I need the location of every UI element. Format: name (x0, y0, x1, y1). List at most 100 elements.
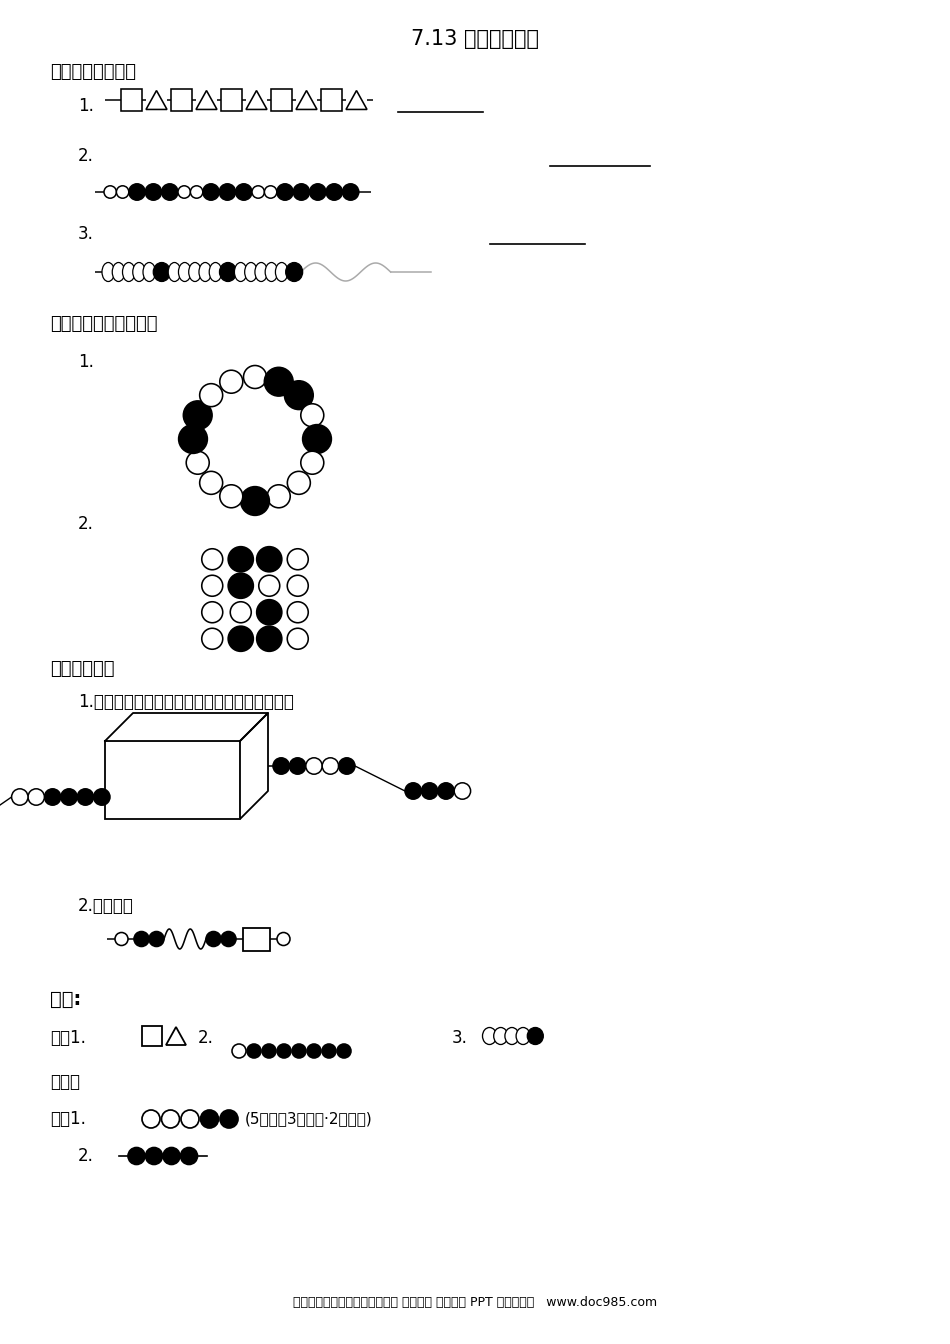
Ellipse shape (133, 262, 145, 281)
Circle shape (287, 548, 308, 570)
Circle shape (221, 931, 236, 946)
Circle shape (301, 403, 324, 427)
Text: 小学、初中、高中各种试卷真题 知识归纳 文案合同 PPT 等免费下载   www.doc985.com: 小学、初中、高中各种试卷真题 知识归纳 文案合同 PPT 等免费下载 www.d… (293, 1296, 657, 1309)
Text: 答案:: 答案: (50, 989, 82, 1008)
Ellipse shape (276, 262, 288, 281)
Polygon shape (240, 714, 268, 818)
Circle shape (337, 1044, 351, 1058)
Circle shape (247, 1044, 261, 1058)
Circle shape (256, 626, 282, 652)
Circle shape (232, 1044, 246, 1058)
Circle shape (310, 184, 326, 200)
Text: 2.: 2. (78, 146, 94, 165)
Circle shape (405, 782, 422, 800)
Circle shape (306, 758, 322, 774)
Circle shape (276, 184, 294, 200)
Circle shape (190, 185, 202, 198)
Circle shape (252, 185, 264, 198)
Bar (221, 90, 242, 110)
Circle shape (262, 1044, 276, 1058)
Circle shape (61, 789, 77, 805)
Text: (5个球，3个白球·2个黑球): (5个球，3个白球·2个黑球) (244, 1111, 372, 1126)
Text: 2.: 2. (78, 515, 94, 534)
Circle shape (200, 472, 222, 495)
Text: 一、我会接着穿。: 一、我会接着穿。 (50, 63, 136, 81)
Circle shape (179, 425, 207, 453)
Circle shape (162, 184, 178, 200)
Polygon shape (105, 714, 268, 741)
Circle shape (264, 185, 276, 198)
Text: 二、找规律涂上阴影。: 二、找规律涂上阴影。 (50, 314, 158, 333)
Ellipse shape (235, 262, 247, 281)
Circle shape (219, 485, 243, 508)
Circle shape (163, 1148, 180, 1164)
Text: 1.: 1. (78, 353, 94, 371)
Ellipse shape (219, 262, 237, 281)
Text: 2.穿珠子。: 2.穿珠子。 (78, 896, 134, 915)
Bar (142, 1025, 162, 1046)
Ellipse shape (209, 262, 221, 281)
Circle shape (287, 602, 308, 622)
Circle shape (142, 1110, 160, 1128)
Text: 1.猜猜盒子里有几个球？几个白球？几个黑球？: 1.猜猜盒子里有几个球？几个白球？几个黑球？ (78, 694, 294, 711)
Circle shape (338, 758, 355, 774)
Circle shape (322, 758, 338, 774)
Circle shape (115, 933, 128, 945)
Ellipse shape (265, 262, 277, 281)
Circle shape (206, 931, 221, 946)
Text: 一、1.: 一、1. (50, 1030, 86, 1047)
Ellipse shape (494, 1028, 507, 1044)
Circle shape (307, 1044, 321, 1058)
Circle shape (277, 933, 290, 945)
Circle shape (201, 602, 222, 622)
Ellipse shape (516, 1028, 530, 1044)
Circle shape (287, 575, 308, 597)
Text: 2.: 2. (78, 1146, 94, 1165)
Bar (321, 90, 342, 110)
Bar (171, 90, 192, 110)
Circle shape (117, 185, 129, 198)
Text: 二、略: 二、略 (50, 1073, 80, 1091)
Circle shape (28, 789, 45, 805)
Circle shape (128, 1148, 145, 1164)
Circle shape (277, 1044, 291, 1058)
Circle shape (258, 575, 279, 597)
Text: 三、我会做。: 三、我会做。 (50, 660, 115, 677)
Circle shape (228, 626, 254, 652)
Circle shape (422, 782, 438, 800)
Circle shape (326, 184, 342, 200)
Text: 7.13 用规律穿珠子: 7.13 用规律穿珠子 (411, 30, 539, 48)
Circle shape (228, 573, 254, 598)
Circle shape (220, 1110, 238, 1128)
Circle shape (438, 782, 454, 800)
Circle shape (180, 1148, 198, 1164)
Circle shape (145, 1148, 162, 1164)
Circle shape (201, 575, 222, 597)
Bar (121, 90, 142, 110)
Ellipse shape (168, 262, 180, 281)
Circle shape (273, 758, 290, 774)
Circle shape (292, 1044, 306, 1058)
Ellipse shape (199, 262, 212, 281)
Ellipse shape (143, 262, 156, 281)
Circle shape (11, 789, 28, 805)
Ellipse shape (189, 262, 201, 281)
Circle shape (129, 184, 145, 200)
Ellipse shape (179, 262, 191, 281)
Circle shape (322, 1044, 336, 1058)
Circle shape (256, 547, 282, 571)
Ellipse shape (504, 1028, 519, 1044)
Circle shape (183, 401, 212, 430)
Circle shape (134, 931, 149, 946)
Circle shape (201, 628, 222, 649)
Circle shape (202, 184, 219, 200)
Circle shape (178, 185, 190, 198)
Circle shape (342, 184, 359, 200)
Circle shape (181, 1110, 199, 1128)
Ellipse shape (527, 1028, 543, 1044)
Circle shape (94, 789, 110, 805)
Bar (271, 90, 292, 110)
Circle shape (77, 789, 94, 805)
Text: 2.: 2. (198, 1030, 214, 1047)
Circle shape (219, 184, 236, 200)
